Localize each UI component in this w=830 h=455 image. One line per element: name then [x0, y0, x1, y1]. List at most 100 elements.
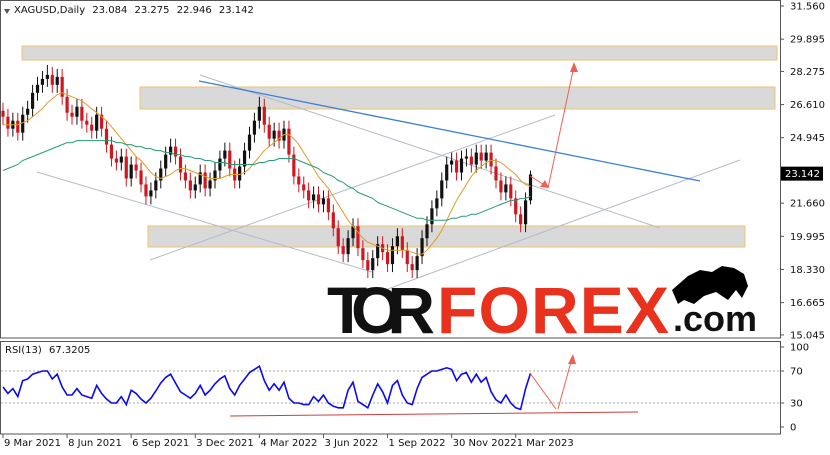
candle-body [159, 168, 163, 181]
candle-body [430, 208, 434, 225]
candle-body [528, 174, 533, 201]
candle-body [30, 92, 35, 109]
candle-body [262, 106, 266, 125]
candle-body [316, 194, 321, 205]
candle-body [297, 176, 301, 185]
x-tick-label: 30 Nov 2022 [453, 438, 517, 449]
candle-body [459, 158, 464, 173]
candle-body [361, 248, 365, 261]
header-high: 23.275 [135, 5, 170, 16]
candle-body [479, 152, 483, 161]
candle-body [129, 164, 133, 179]
arrow-head [570, 62, 578, 72]
candle-body [188, 180, 192, 191]
watermark-text: .com [673, 298, 757, 339]
candle-body [435, 198, 439, 209]
candle-body [385, 252, 390, 265]
candle-body [440, 180, 444, 199]
candle-body [124, 156, 128, 179]
y-tick-label: 15.045 [790, 330, 825, 341]
rsi-pane-frame [0, 341, 781, 435]
candle-body [242, 150, 247, 167]
candle-body [336, 228, 340, 247]
chart-title: XAGUSD,Daily [14, 5, 85, 16]
watermark: TOR FOREX .com [327, 266, 757, 347]
candle-body [213, 170, 217, 181]
x-tick-label: 4 Mar 2022 [260, 438, 317, 449]
candle-body [499, 180, 503, 193]
candle-body [395, 236, 399, 247]
candle-body [267, 124, 271, 139]
forecast-arrow [529, 372, 557, 410]
candle-body [169, 146, 173, 155]
candle-body [16, 120, 20, 133]
candle-body [351, 226, 355, 239]
candle-body [514, 198, 518, 215]
y-tick-label: 21.660 [790, 199, 825, 210]
candle-body [405, 250, 409, 265]
candle-body [55, 76, 59, 85]
candle-body [504, 184, 508, 193]
y-tick-label: 18.330 [790, 265, 825, 276]
candle-body [376, 244, 380, 259]
candle-body [70, 112, 74, 117]
rsi-line [2, 364, 532, 411]
candle-body [523, 200, 528, 225]
x-tick-label: 8 Jun 2021 [68, 438, 122, 449]
candle-body [80, 106, 84, 121]
y-tick-label: 100 [790, 343, 809, 354]
x-tick-label: 3 Jun 2022 [324, 438, 378, 449]
candle-body [134, 164, 138, 171]
candle-body [75, 106, 79, 117]
candle-body [484, 152, 488, 161]
support-zone [147, 225, 746, 248]
y-tick-label: 31.560 [790, 1, 825, 12]
candle-body [420, 238, 424, 257]
candle-body [208, 180, 212, 189]
candle-body [292, 154, 296, 177]
forecast-arrow [547, 65, 575, 189]
candle-body [307, 190, 311, 201]
candle-body [346, 238, 350, 255]
candle-body [450, 160, 454, 165]
rsi-title: RSI(13) [5, 345, 42, 356]
candle-body [489, 152, 493, 167]
candle-body [40, 78, 45, 85]
symbol-icon [4, 9, 10, 14]
plot-layer: 31.560 29.895 28.275 26.610 24.945 21.660 19.9… [1, 1, 825, 449]
rsi-current-value: 67.3205 [49, 345, 90, 356]
candle-body [6, 116, 10, 129]
chart-header: XAGUSD,Daily 23.084 23.275 22.946 23.142 [14, 5, 254, 16]
y-tick-label: 30 [790, 399, 803, 410]
candle-body [356, 226, 360, 249]
channel-line [199, 74, 661, 229]
y-tick-label: 26.610 [790, 100, 825, 111]
candle-body [410, 264, 414, 271]
candle-body [390, 246, 395, 265]
candle-body [509, 184, 513, 199]
channel-line [36, 171, 373, 273]
candle-body [341, 246, 345, 255]
candle-body [144, 184, 148, 197]
candle-body [519, 214, 523, 225]
x-tick-label: 1 Mar 2023 [517, 438, 574, 449]
candle-body [218, 158, 222, 171]
candle-body [173, 146, 178, 157]
candle-body [90, 124, 94, 131]
candle-body [247, 134, 252, 151]
candle-body [149, 190, 153, 197]
y-tick-label: 24.945 [790, 133, 825, 144]
header-close: 23.142 [219, 5, 254, 16]
x-tick-label: 3 Dec 2021 [196, 438, 254, 449]
candle-body [302, 184, 306, 191]
candle-body [50, 74, 54, 85]
candle-body [321, 198, 326, 205]
candle-body [277, 130, 281, 141]
candle-body [45, 74, 49, 79]
y-tick-label: 28.275 [790, 67, 825, 78]
candle-body [1, 110, 5, 117]
price-pane-frame [0, 0, 781, 339]
candle-body [464, 156, 469, 159]
y-tick-label: 16.665 [790, 298, 825, 309]
